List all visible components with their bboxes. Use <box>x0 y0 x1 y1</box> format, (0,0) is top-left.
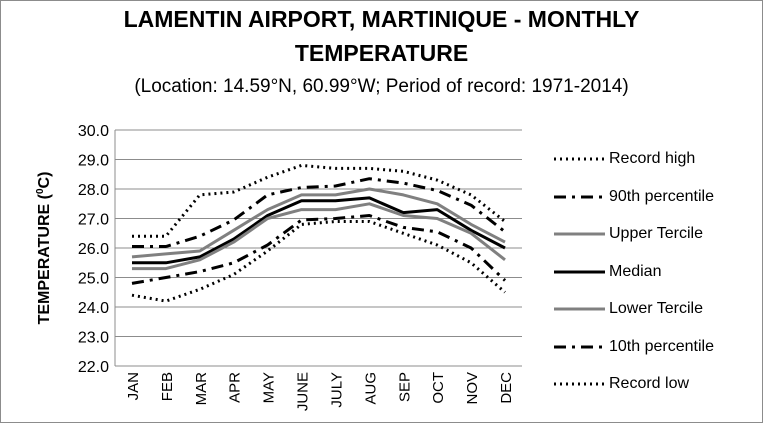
legend-swatch <box>554 382 605 386</box>
legend-swatch <box>554 232 605 236</box>
legend-swatch <box>554 195 605 198</box>
x-tick-label: AUG <box>362 372 379 405</box>
y-tick-label: 28.0 <box>78 182 109 199</box>
legend-swatch <box>554 270 605 273</box>
legend-swatch <box>554 307 605 311</box>
y-tick-label: 26.0 <box>78 241 109 258</box>
legend-label: 10th percentile <box>609 337 714 355</box>
x-tick-label: APR <box>227 372 244 403</box>
legend-item: 10th percentile <box>552 337 714 357</box>
series-line-record-high <box>132 163 506 238</box>
series-line-lower-tercile <box>132 202 506 271</box>
x-tick-label: FEB <box>159 372 176 401</box>
chart-title-line1: LAMENTIN AIRPORT, MARTINIQUE - MONTHLY <box>123 6 640 32</box>
legend-label: 90th percentile <box>609 187 714 205</box>
x-tick-label: JUNE <box>295 372 312 411</box>
legend-label: Record high <box>609 150 696 167</box>
series-line-upper-tercile <box>131 187 506 259</box>
legend-item: Record high <box>552 149 695 169</box>
y-tick-label: 27.0 <box>78 212 109 229</box>
legend-item: Record low <box>552 374 689 394</box>
y-tick-label: 30.0 <box>78 123 109 140</box>
y-tick-label: 22.0 <box>78 359 109 376</box>
series-line-median <box>132 196 506 265</box>
x-tick-label: OCT <box>430 372 447 404</box>
grid-lines <box>114 129 522 367</box>
legend-swatch <box>554 157 605 161</box>
legend-item: Lower Tercile <box>552 299 703 319</box>
legend-item: Median <box>552 262 661 282</box>
legend-item: Upper Tercile <box>552 224 703 244</box>
chart-title-line2: TEMPERATURE <box>294 40 469 66</box>
x-tick-label: JULY <box>328 372 345 408</box>
y-tick-labels: 22.0 23.0 24.0 25.0 26.0 27.0 28.0 29.0 30.0 <box>78 123 109 376</box>
x-tick-label: JAN <box>125 372 142 400</box>
legend-item: 90th percentile <box>552 187 714 207</box>
x-tick-label: DEC <box>498 372 515 404</box>
x-tick-label: NOV <box>464 372 481 405</box>
x-tick-label: MAY <box>261 372 278 403</box>
y-axis-label: TEMPERATURE (0C) <box>35 172 53 325</box>
series-line-record-low <box>131 220 506 303</box>
legend-label: Median <box>609 262 662 280</box>
chart-subtitle: (Location: 14.59°N, 60.99°W; Period of r… <box>134 76 629 97</box>
y-tick-label: 25.0 <box>78 271 109 288</box>
y-tick-label: 23.0 <box>78 330 109 347</box>
y-tick-label: 24.0 <box>78 300 109 317</box>
legend-label: Lower Tercile <box>609 300 703 317</box>
y-tick-label: 29.0 <box>78 153 109 170</box>
series-line-90th-percentile <box>132 177 506 248</box>
legend-label: Upper Tercile <box>609 225 703 242</box>
x-tick-label: MAR <box>193 372 210 406</box>
x-tick-label: SEP <box>396 372 413 402</box>
series-line-10th-percentile <box>131 214 507 285</box>
x-tick-labels: JAN FEB MAR APR MAY JUNE JULY AUG SEP OCT NOV DEC <box>125 372 515 411</box>
legend-swatch <box>554 345 605 348</box>
legend-label: Record low <box>609 375 690 392</box>
series-lines <box>131 163 507 303</box>
